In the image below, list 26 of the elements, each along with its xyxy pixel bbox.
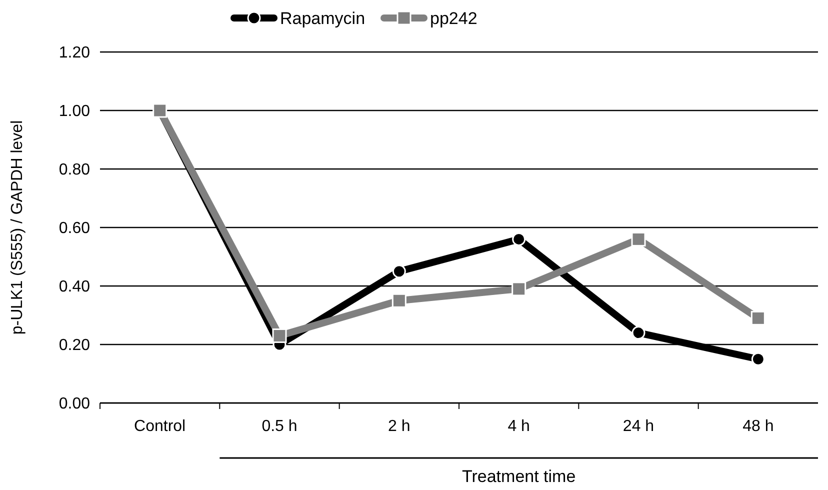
x-tick-label: 0.5 h — [262, 418, 298, 435]
point — [512, 232, 526, 246]
y-tick-label: 0.60 — [58, 220, 90, 238]
legend-label: Rapamycin — [280, 8, 366, 28]
point — [751, 352, 765, 366]
x-axis-title: Treatment time — [462, 467, 576, 486]
y-tick-label: 1.20 — [58, 44, 90, 62]
y-tick-label: 0.40 — [58, 278, 90, 296]
legend-label: pp242 — [430, 8, 478, 28]
x-tick-label: 4 h — [508, 418, 530, 435]
y-tick-label: 0.80 — [58, 162, 90, 179]
point — [392, 293, 406, 308]
x-tick-label: 2 h — [388, 418, 410, 435]
point — [512, 282, 526, 296]
point — [272, 328, 287, 343]
x-tick-label: 48 h — [742, 418, 774, 435]
y-axis-title: p-ULK1 (S555) / GAPDH level — [9, 120, 26, 335]
point — [392, 264, 406, 278]
y-tick-label: 0.20 — [58, 337, 90, 354]
y-tick-label: 0.00 — [58, 396, 90, 413]
point — [631, 232, 646, 246]
y-tick-label: 1.00 — [58, 103, 90, 120]
point — [632, 326, 646, 340]
point — [750, 310, 766, 326]
x-tick-label: Control — [134, 418, 186, 435]
x-tick-label: 24 h — [622, 418, 654, 435]
